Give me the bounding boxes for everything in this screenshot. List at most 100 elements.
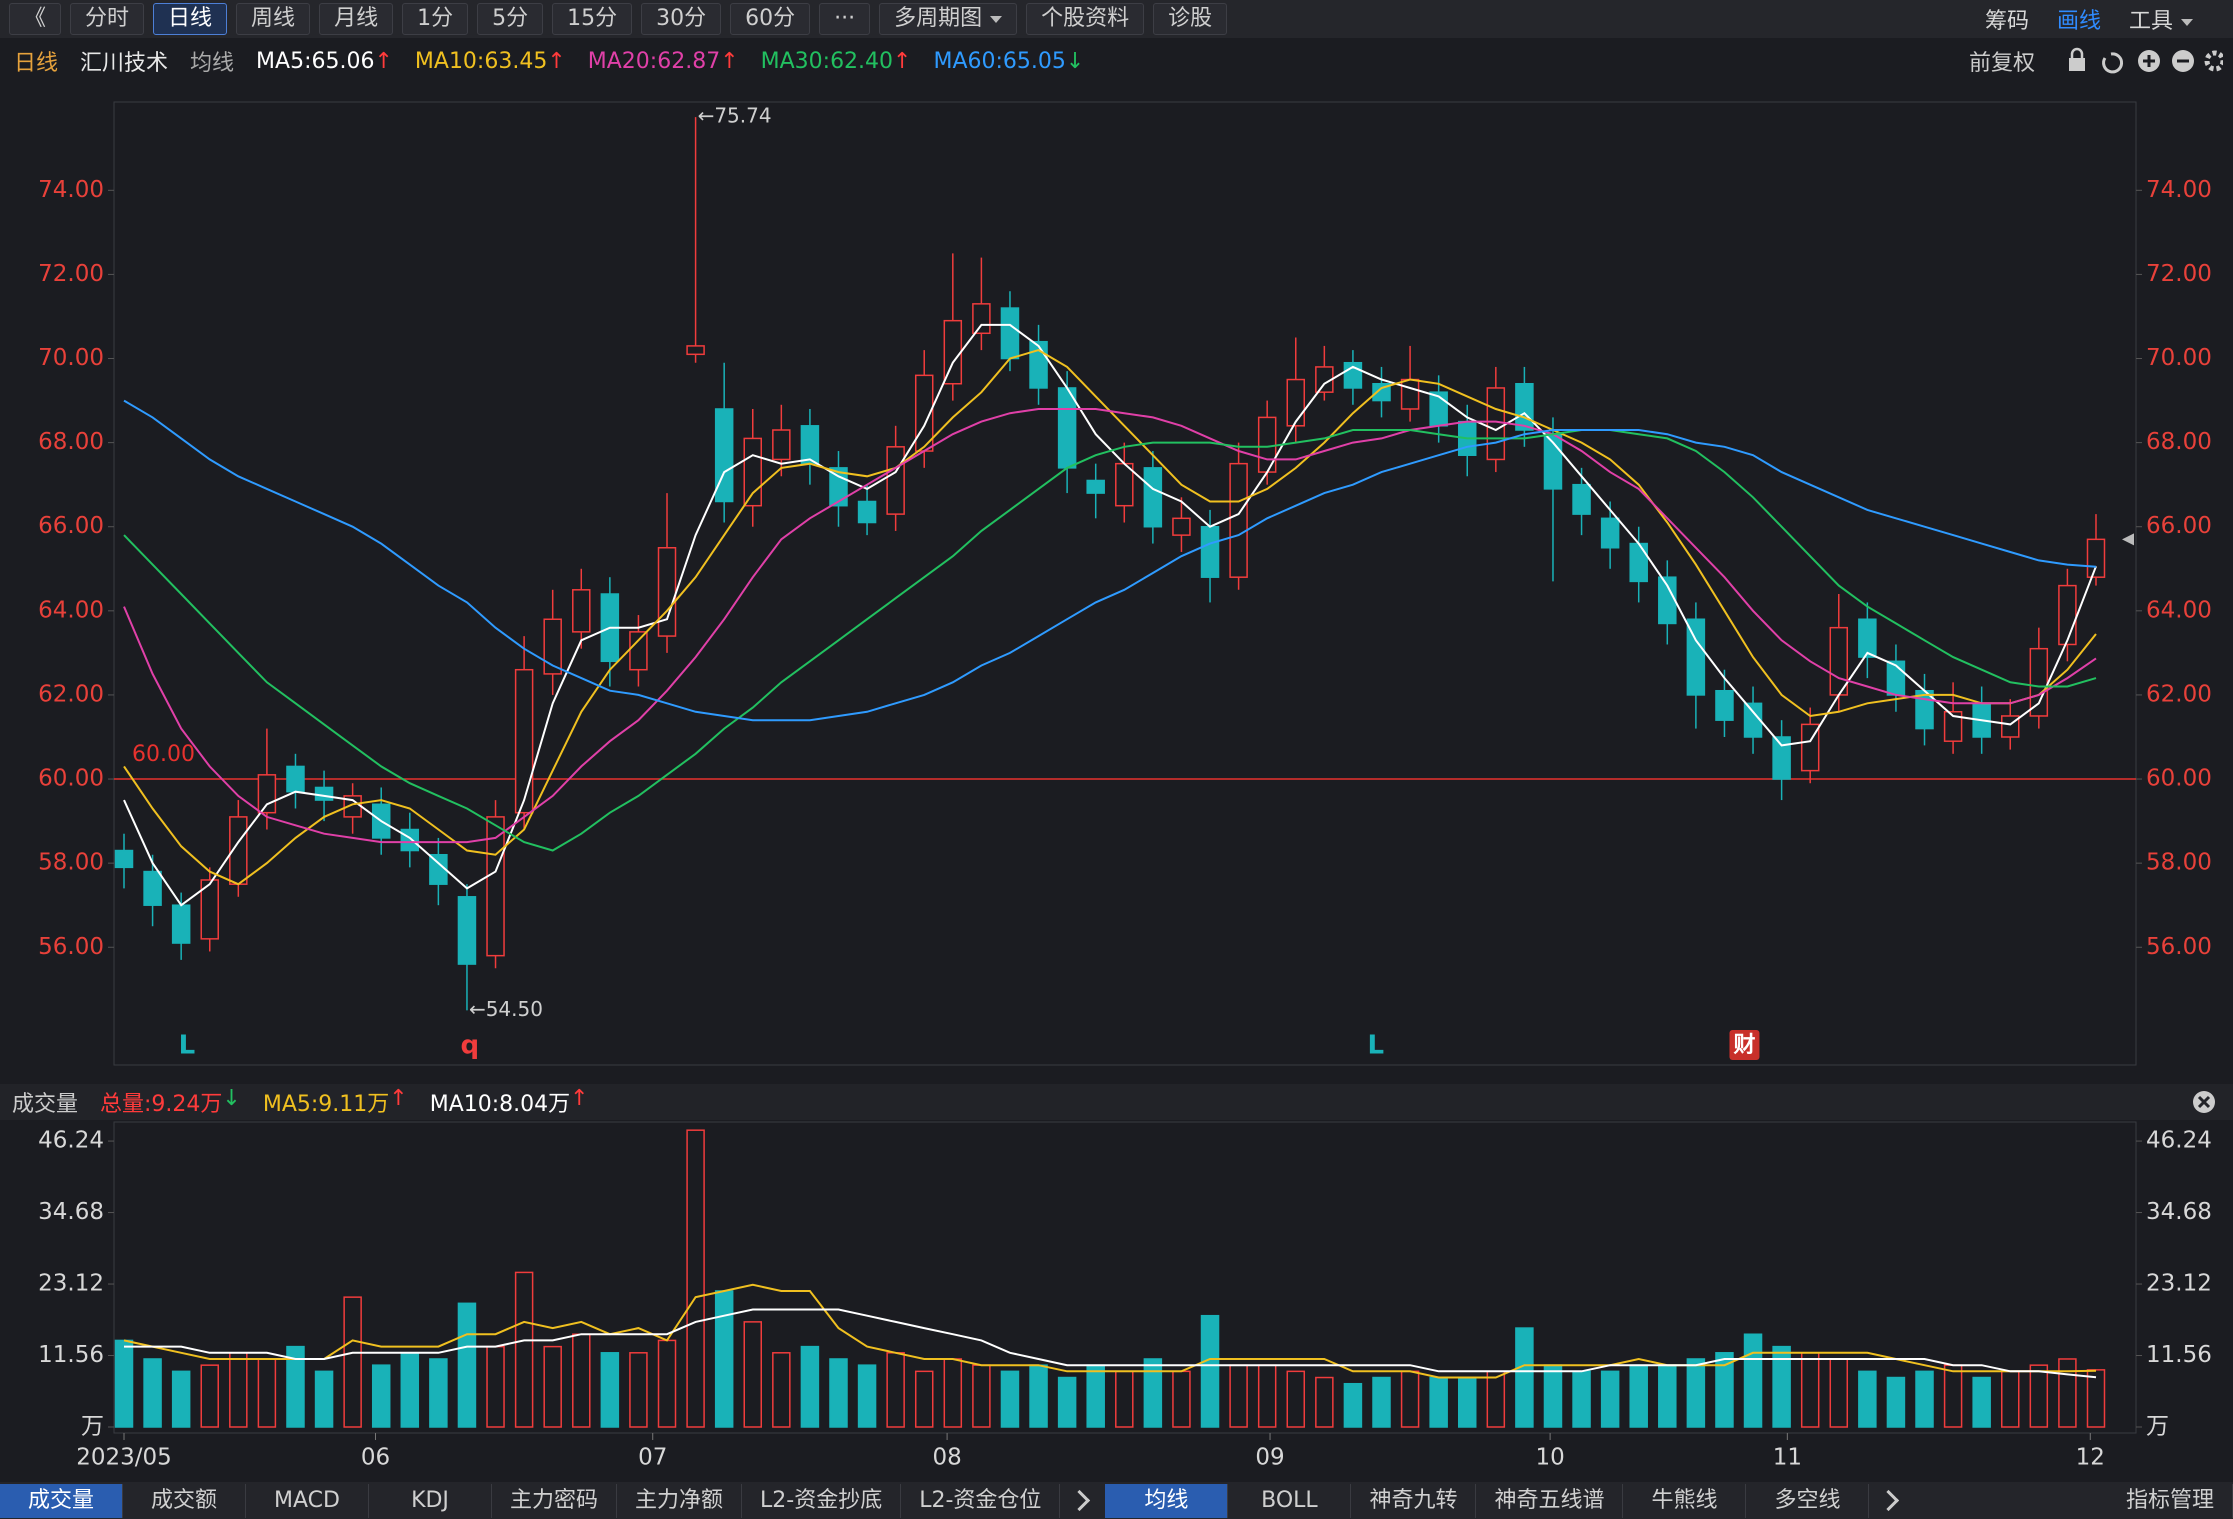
dropdown-arrow bbox=[2181, 18, 2193, 26]
volume-title: 成交量 bbox=[12, 1092, 79, 1117]
volume-bar bbox=[1286, 1370, 1306, 1428]
toolbar-tab[interactable]: 个股资料 bbox=[1026, 3, 1145, 35]
toolbar-tab[interactable]: 周线 bbox=[236, 3, 311, 35]
header-tools: 前复权 bbox=[1969, 45, 2233, 77]
volume-bar bbox=[972, 1364, 991, 1428]
indicator-manage[interactable]: 指标管理 bbox=[2108, 1483, 2233, 1518]
indicator-tab[interactable]: L2-资金抄底 bbox=[742, 1483, 902, 1518]
candle-body bbox=[1858, 618, 1877, 658]
signal-marker: L bbox=[1367, 1031, 1384, 1061]
candle-body bbox=[1572, 483, 1591, 515]
volume-bar bbox=[1457, 1376, 1477, 1428]
toolbar-tab[interactable]: 多周期图 bbox=[879, 3, 1018, 35]
scroll-arrow[interactable] bbox=[1878, 1489, 1900, 1512]
candle-body bbox=[686, 345, 705, 356]
indicator-tab[interactable]: 成交量 bbox=[0, 1483, 123, 1518]
close-icon[interactable] bbox=[2189, 1087, 2219, 1117]
volume-bar bbox=[200, 1364, 219, 1428]
ma-line bbox=[123, 1283, 2097, 1379]
candle-body bbox=[1172, 517, 1191, 536]
toolbar-tab[interactable]: 《 bbox=[9, 3, 62, 35]
volume-bar bbox=[1915, 1370, 1934, 1428]
toolbar-tab[interactable]: 分时 bbox=[70, 3, 145, 35]
price-plot-frame bbox=[113, 101, 2137, 1066]
volume-bar bbox=[1400, 1370, 1420, 1428]
scroll-arrow[interactable] bbox=[1069, 1489, 1091, 1512]
toolbar-tab[interactable]: 月线 bbox=[319, 3, 394, 35]
toolbar-tab[interactable]: 15分 bbox=[552, 3, 633, 35]
toolbar-tab[interactable]: ··· bbox=[819, 3, 871, 35]
last-price-marker bbox=[2122, 533, 2134, 546]
candle-body bbox=[1943, 711, 1963, 742]
volume-bar bbox=[714, 1290, 734, 1428]
volume-bar bbox=[1572, 1370, 1591, 1428]
legend-label: MA10:8.04万 bbox=[429, 1092, 571, 1117]
volume-bar bbox=[1372, 1376, 1391, 1428]
settings-icon[interactable] bbox=[2204, 50, 2223, 72]
y-tick-label: 64.00 bbox=[38, 597, 104, 623]
signal-marker: 财 bbox=[1733, 1033, 1755, 1058]
candle-body bbox=[1686, 618, 1706, 696]
dropdown-arrow bbox=[990, 15, 1003, 23]
indicator-tab[interactable]: 成交额 bbox=[123, 1483, 246, 1518]
toolbar-tab[interactable]: 日线 bbox=[153, 3, 228, 35]
indicator-tab[interactable]: 均线 bbox=[1105, 1483, 1229, 1518]
toolbar-tab[interactable]: 1分 bbox=[402, 3, 469, 35]
y-tick-label: 58.00 bbox=[38, 850, 104, 876]
indicator-tab[interactable]: KDJ bbox=[369, 1483, 492, 1518]
indicator-tab[interactable]: MACD bbox=[246, 1483, 369, 1518]
y-tick-label: 72.00 bbox=[2146, 261, 2212, 287]
toolbar-tab[interactable]: 5分 bbox=[477, 3, 544, 35]
indicator-tab[interactable]: 神奇九转 bbox=[1351, 1483, 1477, 1518]
indicator-tab[interactable]: L2-资金仓位 bbox=[901, 1483, 1061, 1518]
volume-bar bbox=[1257, 1364, 1277, 1428]
toolbar-tab[interactable]: 30分 bbox=[641, 3, 722, 35]
toolbar-tool[interactable]: 筹码 bbox=[1984, 9, 2029, 34]
toolbar-left: 《分时 日线 周线 月线 1分 5分 15分 30分 60分 ··· 多周期图 个股资料 诊股 bbox=[0, 3, 1228, 35]
volume-bar bbox=[657, 1339, 677, 1428]
volume-bar bbox=[1057, 1376, 1077, 1428]
adjust-button[interactable]: 前复权 bbox=[1968, 51, 2035, 76]
toolbar-tool[interactable]: 画线 bbox=[2056, 9, 2101, 34]
candle-body bbox=[743, 437, 763, 507]
volume-bar bbox=[2001, 1370, 2020, 1428]
toolbar-tool[interactable]: 工具 bbox=[2129, 3, 2193, 35]
toolbar: 《分时 日线 周线 月线 1分 5分 15分 30分 60分 ··· 多周期图 个股资料 诊股 筹码 画线 工… bbox=[0, 0, 2233, 38]
legend-label: MA30:62.40 bbox=[760, 48, 894, 74]
indicator-tab[interactable]: 多空线 bbox=[1746, 1483, 1870, 1518]
candle-body bbox=[314, 786, 334, 801]
close-x bbox=[2197, 1095, 2211, 1109]
volume-bar bbox=[914, 1370, 934, 1428]
lock-icon[interactable] bbox=[2069, 58, 2085, 71]
legend-trend: ↑ bbox=[893, 48, 912, 74]
volume-bar bbox=[143, 1358, 162, 1428]
candle-body bbox=[1200, 525, 1220, 578]
ma-line bbox=[124, 1308, 2097, 1379]
y-tick-label: 56.00 bbox=[2146, 934, 2212, 960]
y-tick-label: 46.24 bbox=[38, 1128, 104, 1154]
volume-bar bbox=[1115, 1370, 1134, 1428]
indicator-tab[interactable]: 神奇五线谱 bbox=[1476, 1483, 1624, 1518]
indicator-tab[interactable]: 主力密码 bbox=[492, 1483, 618, 1518]
candle-body bbox=[143, 870, 162, 906]
toolbar-tab[interactable]: 60分 bbox=[730, 3, 811, 35]
candle-body bbox=[2086, 538, 2106, 578]
indicator-tab[interactable]: 主力净额 bbox=[617, 1483, 743, 1518]
volume-bar bbox=[857, 1364, 877, 1428]
undo-icon[interactable] bbox=[2102, 52, 2124, 74]
x-tick-label: 07 bbox=[638, 1445, 667, 1471]
volume-bar bbox=[1658, 1364, 1677, 1428]
indicator-tab[interactable]: 牛熊线 bbox=[1623, 1483, 1747, 1518]
ma-line bbox=[123, 323, 2097, 907]
toolbar-tab[interactable]: 诊股 bbox=[1153, 3, 1228, 35]
ma-header: 日线 汇川技术 均线 MA5:65.06 ↑ MA10:63.45 ↑ MA20:62.… bbox=[0, 44, 2233, 78]
candle-body bbox=[2029, 647, 2049, 717]
volume-bar bbox=[2086, 1369, 2106, 1428]
y-tick-label: 23.12 bbox=[38, 1271, 104, 1297]
candle-body bbox=[114, 849, 134, 869]
legend-trend: ↑ bbox=[374, 48, 393, 74]
volume-bar bbox=[1743, 1333, 1763, 1428]
indicator-tab[interactable]: BOLL bbox=[1228, 1483, 1352, 1518]
